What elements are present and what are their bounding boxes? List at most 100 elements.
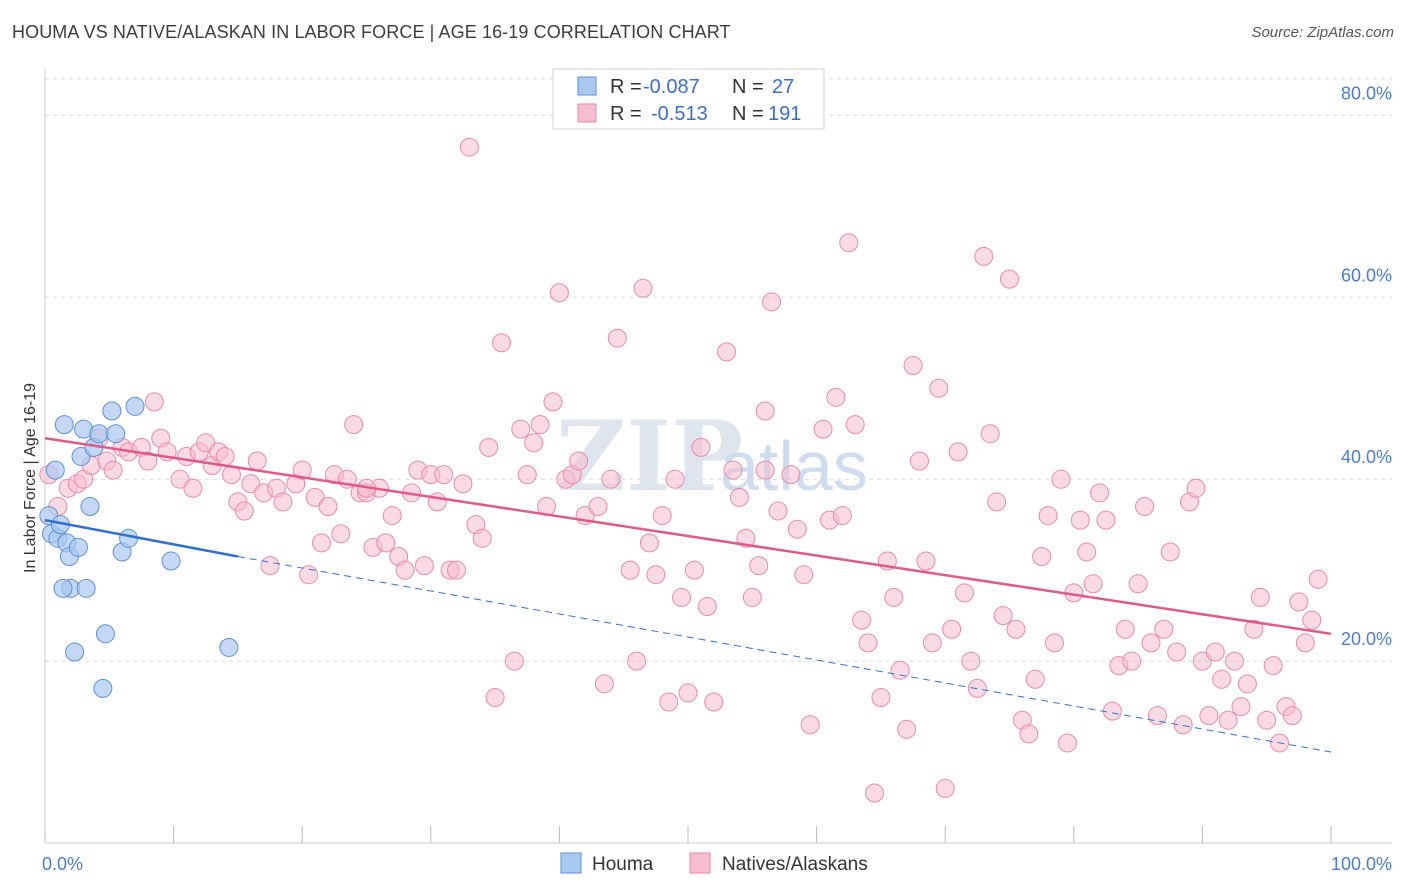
natives-point bbox=[942, 619, 962, 639]
natives-point bbox=[909, 451, 929, 471]
natives-point bbox=[1115, 619, 1135, 639]
natives-point bbox=[1199, 706, 1219, 726]
natives-point bbox=[993, 606, 1013, 626]
natives-point bbox=[787, 519, 807, 539]
natives-point bbox=[1000, 269, 1019, 289]
natives-point bbox=[858, 633, 878, 653]
houma-point bbox=[106, 424, 126, 444]
natives-point bbox=[948, 442, 968, 462]
natives-point bbox=[845, 415, 865, 435]
natives-point bbox=[453, 474, 473, 494]
natives-point bbox=[678, 683, 698, 703]
natives-point bbox=[588, 496, 608, 516]
natives-point bbox=[1302, 610, 1322, 630]
natives-point bbox=[723, 460, 743, 480]
natives-point bbox=[736, 528, 756, 548]
natives-point bbox=[974, 246, 994, 266]
natives-point bbox=[1102, 701, 1122, 721]
natives-point bbox=[871, 687, 891, 707]
bottom-legend-label-natives: Natives/Alaskans bbox=[722, 854, 868, 875]
natives-point bbox=[241, 474, 261, 494]
natives-point bbox=[524, 433, 544, 453]
natives-point bbox=[1218, 710, 1238, 730]
natives-point bbox=[980, 424, 1000, 444]
natives-point bbox=[1160, 542, 1180, 562]
natives-point bbox=[1141, 633, 1161, 653]
houma-points bbox=[39, 396, 239, 698]
legend-swatch-natives bbox=[577, 103, 597, 123]
natives-point bbox=[1250, 587, 1270, 607]
legend-n-label-natives: N = bbox=[732, 103, 764, 125]
natives-point bbox=[1225, 651, 1245, 671]
tick-labels: 20.0% 40.0% 60.0% 80.0% 0.0% 100.0% bbox=[42, 83, 1392, 874]
natives-point bbox=[697, 597, 717, 617]
houma-trend-line bbox=[44, 518, 239, 558]
natives-point bbox=[781, 465, 801, 485]
natives-trend-line bbox=[44, 437, 1332, 636]
natives-point bbox=[884, 587, 904, 607]
natives-point bbox=[1045, 633, 1065, 653]
natives-point bbox=[344, 415, 364, 435]
natives-point bbox=[1096, 510, 1116, 530]
natives-point bbox=[607, 328, 627, 348]
natives-point bbox=[742, 587, 762, 607]
natives-point bbox=[813, 419, 833, 439]
natives-point bbox=[755, 460, 775, 480]
natives-point bbox=[1237, 674, 1257, 694]
natives-point bbox=[916, 551, 936, 571]
natives-point bbox=[1019, 724, 1039, 744]
natives-point bbox=[492, 333, 512, 353]
natives-point bbox=[954, 583, 974, 603]
natives-point bbox=[1154, 619, 1174, 639]
natives-point bbox=[935, 778, 955, 798]
axes bbox=[44, 68, 1392, 844]
houma-point bbox=[161, 551, 181, 571]
natives-point bbox=[903, 356, 923, 375]
natives-point bbox=[504, 651, 524, 671]
natives-point bbox=[331, 524, 351, 544]
natives-point bbox=[1205, 642, 1225, 662]
legend-n-value-houma: 27 bbox=[772, 76, 794, 98]
natives-point bbox=[1212, 669, 1232, 689]
natives-point bbox=[549, 283, 569, 303]
legend-swatch-houma bbox=[577, 76, 597, 96]
y-tick-label: 60.0% bbox=[1341, 265, 1392, 285]
natives-point bbox=[1173, 715, 1193, 735]
natives-point bbox=[1308, 569, 1328, 589]
natives-point bbox=[273, 492, 293, 512]
bottom-legend: Houma Natives/Alaskans bbox=[560, 852, 868, 875]
natives-point bbox=[594, 674, 614, 694]
natives-point bbox=[234, 501, 254, 521]
natives-point bbox=[1244, 619, 1264, 639]
natives-point bbox=[1231, 697, 1251, 717]
natives-point bbox=[1289, 592, 1309, 612]
natives-point bbox=[1282, 706, 1302, 726]
natives-point bbox=[479, 437, 499, 457]
natives-point bbox=[659, 692, 679, 712]
natives-point bbox=[292, 460, 312, 480]
natives-point bbox=[717, 342, 737, 362]
natives-point bbox=[897, 719, 917, 739]
houma-point bbox=[89, 424, 109, 444]
natives-point bbox=[922, 633, 942, 653]
natives-point bbox=[800, 715, 820, 735]
natives-point bbox=[183, 478, 203, 498]
natives-point bbox=[1006, 619, 1026, 639]
natives-point bbox=[170, 469, 190, 489]
chart-title: HOUMA VS NATIVE/ALASKAN IN LABOR FORCE |… bbox=[12, 22, 731, 42]
legend-r-label-houma: R = bbox=[610, 76, 642, 98]
natives-point bbox=[517, 465, 537, 485]
natives-point bbox=[395, 560, 415, 580]
legend-r-value-natives: -0.513 bbox=[651, 103, 708, 125]
x-tick-label-min: 0.0% bbox=[42, 854, 83, 874]
natives-point bbox=[382, 506, 402, 526]
natives-point bbox=[1263, 656, 1283, 676]
natives-point bbox=[1083, 574, 1103, 594]
natives-point bbox=[684, 560, 704, 580]
houma-point bbox=[219, 637, 239, 657]
houma-point bbox=[80, 496, 100, 516]
natives-point bbox=[601, 469, 621, 489]
natives-point bbox=[376, 533, 396, 553]
natives-point bbox=[569, 451, 589, 471]
houma-point bbox=[65, 642, 85, 662]
